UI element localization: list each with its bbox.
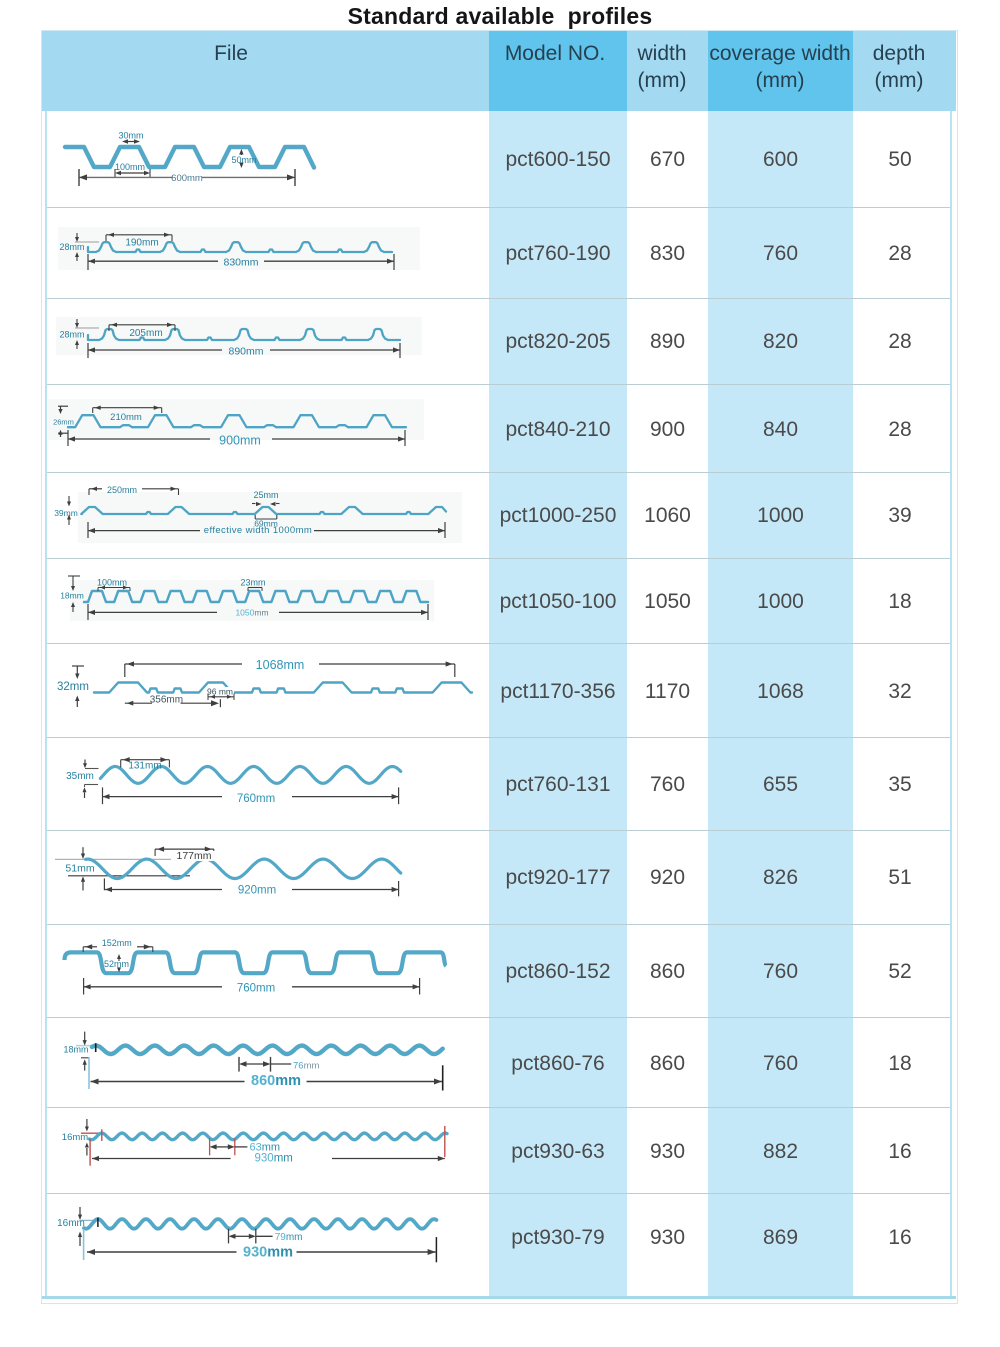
svg-text:760mm: 760mm (237, 793, 275, 805)
svg-text:177mm: 177mm (176, 850, 211, 862)
svg-text:35mm: 35mm (66, 771, 94, 782)
svg-text:28mm: 28mm (59, 330, 84, 340)
svg-text:76mm: 76mm (293, 1061, 319, 1072)
svg-text:760mm: 760mm (237, 982, 275, 994)
svg-text:79mm: 79mm (275, 1232, 303, 1243)
svg-text:930mm: 930mm (243, 1245, 293, 1261)
svg-text:23mm: 23mm (240, 578, 265, 588)
svg-text:100mm: 100mm (115, 162, 145, 172)
svg-text:effective width 1000mm: effective width 1000mm (204, 525, 312, 536)
svg-text:25mm: 25mm (253, 490, 278, 500)
svg-text:18mm: 18mm (60, 591, 84, 601)
svg-text:69mm: 69mm (254, 519, 278, 529)
svg-text:52mm: 52mm (104, 959, 129, 969)
svg-text:50mm: 50mm (231, 155, 256, 165)
svg-text:100mm: 100mm (97, 578, 127, 588)
svg-text:900mm: 900mm (219, 434, 261, 448)
svg-text:63mm: 63mm (250, 1142, 281, 1154)
svg-text:190mm: 190mm (125, 238, 158, 249)
svg-text:152mm: 152mm (102, 938, 132, 948)
svg-text:30mm: 30mm (118, 131, 143, 141)
svg-text:32mm: 32mm (57, 681, 89, 693)
svg-text:96 mm: 96 mm (207, 686, 233, 696)
svg-text:600mm: 600mm (171, 173, 203, 184)
svg-text:1050mm: 1050mm (235, 608, 268, 618)
svg-text:250mm: 250mm (107, 485, 137, 495)
svg-text:18mm: 18mm (63, 1045, 88, 1055)
svg-text:28mm: 28mm (59, 242, 84, 252)
svg-text:930mm: 930mm (255, 1152, 293, 1164)
svg-text:205mm: 205mm (129, 328, 162, 339)
svg-text:26mm: 26mm (53, 418, 74, 427)
svg-text:1068mm: 1068mm (256, 658, 305, 672)
svg-text:39mm: 39mm (54, 508, 78, 518)
svg-text:890mm: 890mm (228, 346, 263, 358)
svg-text:860mm: 860mm (251, 1073, 301, 1089)
svg-text:131mm: 131mm (128, 761, 161, 772)
svg-text:51mm: 51mm (65, 863, 94, 875)
svg-text:356mm: 356mm (150, 694, 183, 705)
svg-text:210mm: 210mm (110, 412, 142, 423)
svg-text:16mm: 16mm (57, 1218, 85, 1229)
svg-text:16mm: 16mm (62, 1132, 88, 1143)
svg-text:830mm: 830mm (223, 257, 258, 269)
svg-text:920mm: 920mm (238, 885, 276, 897)
